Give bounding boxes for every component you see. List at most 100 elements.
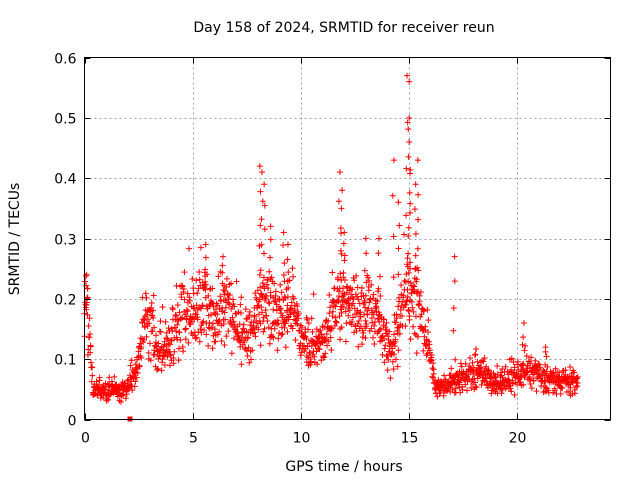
data-point [389, 358, 396, 365]
data-point [235, 332, 242, 339]
data-point [369, 319, 376, 326]
data-point [492, 374, 499, 381]
data-point [355, 343, 362, 350]
data-point [511, 391, 518, 398]
data-point [412, 181, 419, 188]
y-tick-label: 0.3 [54, 233, 76, 249]
data-point [117, 387, 124, 394]
data-point [401, 277, 408, 284]
data-point [175, 345, 182, 352]
data-point [176, 309, 183, 316]
data-point [177, 337, 184, 344]
data-point [314, 361, 321, 368]
data-point [483, 378, 490, 385]
data-point [223, 275, 230, 282]
data-point [174, 321, 181, 328]
data-point [362, 304, 369, 311]
data-point [281, 324, 288, 331]
data-point [244, 352, 251, 359]
data-point [463, 387, 470, 394]
data-point [251, 313, 258, 320]
data-point [363, 279, 370, 286]
data-point [377, 292, 384, 299]
data-point [185, 339, 192, 346]
y-tick-label: 0.5 [54, 112, 76, 128]
data-point [157, 329, 164, 336]
data-point [185, 245, 192, 252]
data-point [146, 320, 153, 327]
data-point [336, 313, 343, 320]
data-point [173, 328, 180, 335]
data-point [129, 387, 136, 394]
data-point [297, 352, 304, 359]
data-point [217, 293, 224, 300]
data-point [338, 277, 345, 284]
data-point [178, 282, 185, 289]
data-point [311, 353, 318, 360]
data-point [353, 328, 360, 335]
data-point [469, 359, 476, 366]
data-point [337, 336, 344, 343]
data-point [165, 325, 172, 332]
data-point [162, 319, 169, 326]
data-point [406, 78, 413, 85]
data-point [228, 350, 235, 357]
data-point [278, 324, 285, 331]
data-point [284, 278, 291, 285]
data-point [118, 398, 125, 405]
data-point [260, 328, 267, 335]
data-point [196, 276, 203, 283]
data-point [362, 317, 369, 324]
data-point [384, 367, 391, 374]
data-point [448, 365, 455, 372]
data-point [337, 270, 344, 277]
data-point [82, 272, 89, 279]
data-point [161, 338, 168, 345]
data-point [194, 306, 201, 313]
data-point [391, 157, 398, 164]
data-point [209, 285, 216, 292]
y-tick-label: 0.1 [54, 353, 76, 369]
data-point [218, 338, 225, 345]
data-point [341, 229, 348, 236]
data-point [371, 322, 378, 329]
data-point [277, 305, 284, 312]
data-point [255, 326, 262, 333]
data-point [329, 308, 336, 315]
data-point [246, 359, 253, 366]
data-point [383, 319, 390, 326]
data-point [157, 318, 164, 325]
data-point [194, 316, 201, 323]
data-point [414, 264, 421, 271]
data-point [259, 198, 266, 205]
data-point [274, 321, 281, 328]
data-point [573, 375, 580, 382]
data-point [181, 269, 188, 276]
data-point [256, 271, 263, 278]
data-point [169, 304, 176, 311]
data-point [123, 391, 130, 398]
data-point [184, 308, 191, 315]
data-point [216, 328, 223, 335]
data-point [527, 360, 534, 367]
data-point [339, 187, 346, 194]
data-point [341, 252, 348, 259]
data-point [474, 375, 481, 382]
data-point [375, 235, 382, 242]
data-point [155, 365, 162, 372]
data-point [331, 322, 338, 329]
data-point [318, 331, 325, 338]
data-point [258, 304, 265, 311]
data-point [158, 367, 165, 374]
data-point [415, 267, 422, 274]
data-point [413, 350, 420, 357]
data-point [412, 252, 419, 259]
data-point [520, 334, 527, 341]
data-points [81, 72, 581, 422]
data-point [407, 209, 414, 216]
data-point [403, 298, 410, 305]
data-point [96, 377, 103, 384]
data-point [562, 367, 569, 374]
data-point [252, 290, 259, 297]
data-point [279, 330, 286, 337]
